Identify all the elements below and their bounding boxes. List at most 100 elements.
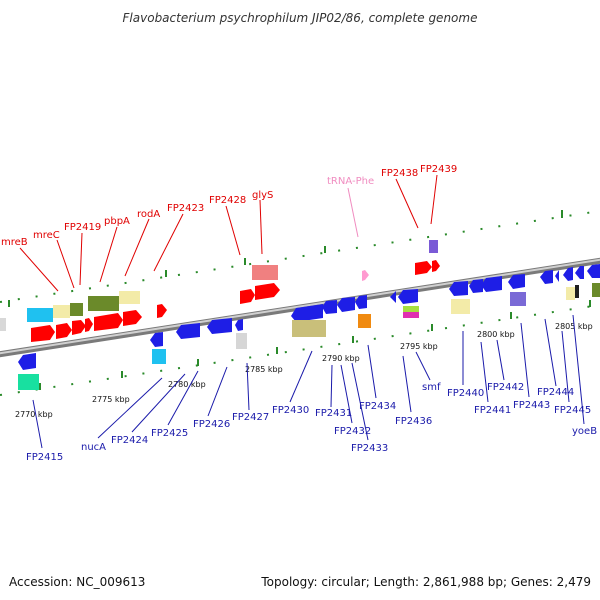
- gene-arrow[interactable]: [337, 297, 355, 312]
- gene-label-yoeB[interactable]: yoeB: [572, 426, 597, 437]
- gene-arrow[interactable]: [176, 323, 200, 339]
- forward-gene-blocks: [0, 240, 440, 342]
- gene-arrow[interactable]: [398, 289, 418, 304]
- gene-arrow[interactable]: [555, 270, 559, 282]
- gene-arrow[interactable]: [432, 260, 440, 272]
- gene-label-mreB[interactable]: mreB: [1, 237, 28, 248]
- gene-block[interactable]: [88, 296, 119, 311]
- gene-arrow[interactable]: [56, 323, 72, 339]
- gene-label-FP2440[interactable]: FP2440: [447, 388, 484, 399]
- forward-gene-labels: mreB mreC FP2419 pbpA rodA FP2423 FP2428…: [1, 164, 457, 248]
- trna-leader-line: [347, 187, 359, 238]
- gene-label-nucA[interactable]: nucA: [81, 442, 106, 453]
- gene-label-FP2438[interactable]: FP2438: [381, 168, 418, 179]
- gene-block[interactable]: [592, 283, 600, 297]
- map-title: Flavobacterium psychrophilum JIP02/86, c…: [123, 11, 478, 25]
- gene-arrow[interactable]: [481, 276, 502, 292]
- gene-label-FP2444[interactable]: FP2444: [537, 387, 574, 398]
- gene-label-FP2445[interactable]: FP2445: [554, 405, 591, 416]
- topology-text: Topology: circular; Length: 2,861,988 bp…: [260, 575, 591, 589]
- gene-label-rodA[interactable]: rodA: [137, 209, 160, 220]
- gene-block[interactable]: [27, 308, 53, 322]
- gene-block[interactable]: [358, 314, 371, 328]
- gene-arrow[interactable]: [240, 289, 255, 304]
- gene-arrow[interactable]: [157, 304, 167, 318]
- gene-arrow[interactable]: [123, 310, 142, 326]
- gene-arrow[interactable]: [291, 304, 323, 322]
- gene-arrow[interactable]: [415, 261, 432, 275]
- gene-label-mreC[interactable]: mreC: [33, 230, 60, 241]
- gene-block[interactable]: [566, 287, 575, 300]
- gene-label-glyS[interactable]: glyS: [252, 190, 273, 201]
- scale-line-upper: [0, 210, 600, 303]
- gene-arrow[interactable]: [587, 264, 600, 278]
- gene-arrow[interactable]: [18, 353, 36, 370]
- gene-arrow[interactable]: [390, 291, 396, 303]
- gene-block[interactable]: [18, 374, 39, 390]
- gene-arrow[interactable]: [355, 295, 367, 309]
- gene-label-FP2425[interactable]: FP2425: [151, 428, 188, 439]
- gene-arrow[interactable]: [449, 281, 468, 296]
- gene-block[interactable]: [236, 333, 247, 349]
- gene-label-FP2441[interactable]: FP2441: [474, 405, 511, 416]
- reverse-gene-labels: FP2415 nucA FP2424 FP2425 FP2426 FP2427 …: [26, 382, 597, 463]
- gene-label-FP2426[interactable]: FP2426: [193, 419, 230, 430]
- gene-block[interactable]: [252, 265, 278, 280]
- gene-label-FP2439[interactable]: FP2439: [420, 164, 457, 175]
- accession-text: Accession: NC_009613: [9, 575, 145, 589]
- gene-block[interactable]: [152, 349, 166, 364]
- gene-label-FP2424[interactable]: FP2424: [111, 435, 148, 446]
- reverse-leader-lines: [32, 314, 585, 449]
- gene-arrow[interactable]: [150, 332, 163, 347]
- gene-arrow[interactable]: [322, 300, 337, 314]
- gene-block[interactable]: [292, 320, 326, 337]
- gene-arrow[interactable]: [207, 318, 232, 334]
- gene-label-FP2423[interactable]: FP2423: [167, 203, 204, 214]
- axis-label-2775: 2775 kbp: [92, 395, 130, 404]
- gene-block[interactable]: [119, 291, 140, 304]
- gene-arrow[interactable]: [575, 266, 584, 279]
- gene-label-FP2419[interactable]: FP2419: [64, 222, 101, 233]
- gene-label-FP2436[interactable]: FP2436: [395, 416, 432, 427]
- gene-label-FP2431[interactable]: FP2431: [315, 408, 352, 419]
- gene-label-FP2432[interactable]: FP2432: [334, 426, 371, 437]
- gene-label-FP2433[interactable]: FP2433: [351, 443, 388, 454]
- gene-label-smf[interactable]: smf: [422, 382, 441, 393]
- gene-arrow[interactable]: [469, 279, 483, 293]
- gene-block[interactable]: [70, 303, 83, 316]
- gene-arrow[interactable]: [94, 313, 123, 331]
- gene-label-FP2428[interactable]: FP2428: [209, 195, 246, 206]
- trna-arrow[interactable]: [362, 270, 369, 281]
- gene-label-FP2415[interactable]: FP2415: [26, 452, 63, 463]
- gene-block[interactable]: [510, 292, 526, 306]
- gene-label-pbpA[interactable]: pbpA: [104, 216, 130, 227]
- gene-block[interactable]: [575, 285, 579, 298]
- gene-arrow[interactable]: [255, 283, 280, 300]
- axis-label-2780: 2780 kbp: [168, 380, 206, 389]
- gene-arrow[interactable]: [508, 274, 525, 289]
- axis-label-2790: 2790 kbp: [322, 354, 360, 363]
- gene-label-tRNA-Phe[interactable]: tRNA-Phe: [327, 176, 374, 187]
- gene-block[interactable]: [0, 318, 6, 331]
- scale-line-lower: [0, 304, 600, 396]
- gene-block[interactable]: [451, 299, 470, 314]
- gene-label-FP2442[interactable]: FP2442: [487, 382, 524, 393]
- axis-label-2785: 2785 kbp: [245, 365, 283, 374]
- gene-arrow[interactable]: [540, 270, 553, 284]
- gene-arrow[interactable]: [563, 267, 573, 281]
- gene-arrow[interactable]: [235, 319, 243, 331]
- gene-label-FP2430[interactable]: FP2430: [272, 405, 309, 416]
- axis-label-2770: 2770 kbp: [15, 410, 53, 419]
- gene-block[interactable]: [403, 306, 419, 312]
- gene-label-FP2443[interactable]: FP2443: [513, 400, 550, 411]
- gene-block[interactable]: [53, 305, 70, 318]
- gene-block[interactable]: [429, 240, 438, 253]
- gene-label-FP2427[interactable]: FP2427: [232, 412, 269, 423]
- gene-block[interactable]: [403, 312, 419, 318]
- axis-label-2800: 2800 kbp: [477, 330, 515, 339]
- gene-label-FP2434[interactable]: FP2434: [359, 401, 396, 412]
- gene-arrow[interactable]: [31, 325, 55, 342]
- gene-arrow[interactable]: [72, 320, 86, 335]
- gene-arrow[interactable]: [85, 318, 93, 332]
